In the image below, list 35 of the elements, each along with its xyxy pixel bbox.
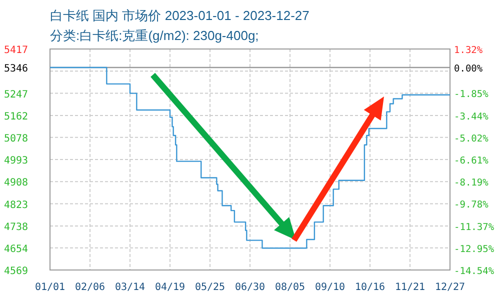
x-tick-label: 05/25 bbox=[194, 282, 226, 293]
chart-title: 白卡纸 国内 市场价 2023-01-01 - 2023-12-27 bbox=[50, 8, 310, 23]
chart-subtitle: 分类:白卡纸:克重(g/m2): 230g-400g; bbox=[50, 28, 259, 43]
y2-tick-label: -1.85% bbox=[454, 89, 489, 100]
x-tick-label: 06/30 bbox=[234, 282, 266, 293]
y2-tick-label: 0.00% bbox=[454, 63, 483, 74]
y2-tick-label: -12.95% bbox=[454, 244, 494, 255]
x-tick-label: 12/27 bbox=[434, 282, 466, 293]
x-tick-label: 03/14 bbox=[114, 282, 146, 293]
y-tick-label: 5247 bbox=[4, 89, 28, 100]
y2-tick-label: -14.54% bbox=[454, 266, 494, 277]
y2-tick-label: -8.19% bbox=[454, 178, 489, 189]
x-tick-label: 11/21 bbox=[394, 282, 426, 293]
x-tick-label: 10/16 bbox=[354, 282, 386, 293]
x-tick-label: 04/19 bbox=[154, 282, 186, 293]
y-tick-label: 5078 bbox=[4, 133, 28, 144]
y-tick-label: 4993 bbox=[4, 156, 28, 166]
y2-tick-label: -11.37% bbox=[454, 222, 494, 233]
y-tick-label: 4654 bbox=[4, 244, 28, 255]
y-tick-label: 4823 bbox=[4, 200, 28, 211]
y2-tick-label: -6.61% bbox=[454, 156, 489, 166]
y-tick-label: 4908 bbox=[4, 178, 28, 189]
x-tick-label: 08/05 bbox=[274, 282, 306, 293]
x-tick-label: 09/10 bbox=[314, 282, 346, 293]
y2-tick-label: 1.32% bbox=[454, 45, 483, 56]
y-tick-label: 5162 bbox=[4, 111, 28, 122]
y2-tick-label: -3.44% bbox=[454, 111, 489, 122]
y-tick-label: 4738 bbox=[4, 222, 28, 233]
y-tick-label: 4569 bbox=[4, 266, 28, 277]
ref-line-label: 5346 bbox=[4, 64, 28, 75]
y2-tick-label: -9.78% bbox=[454, 200, 489, 211]
x-tick-label: 01/01 bbox=[34, 282, 66, 293]
y2-tick-label: -5.02% bbox=[454, 133, 489, 144]
x-tick-label: 02/06 bbox=[74, 282, 106, 293]
y-tick-label: 5417 bbox=[4, 45, 28, 56]
